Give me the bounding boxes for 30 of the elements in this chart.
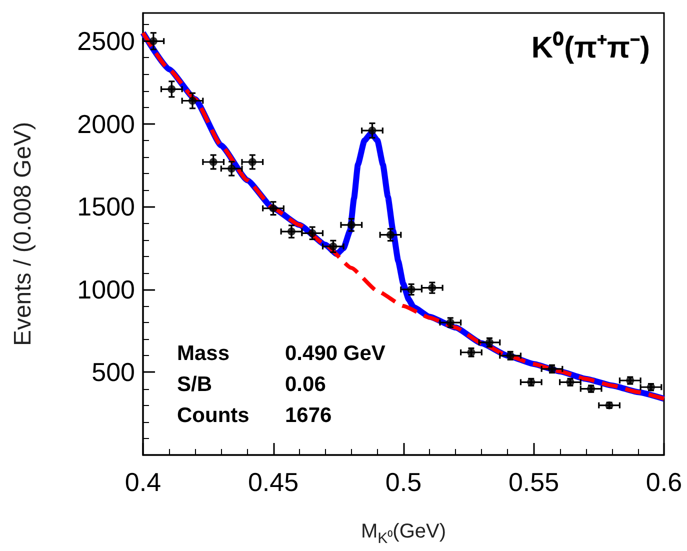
- point: [209, 158, 218, 166]
- x-tick-label: 0.4: [124, 467, 162, 497]
- point: [386, 230, 394, 239]
- point: [308, 229, 316, 238]
- y-tick-label: 500: [92, 357, 135, 388]
- point: [188, 96, 196, 105]
- text: K⁰(π⁺π⁻): [531, 30, 650, 64]
- x-tick-label: 0.5: [385, 467, 422, 497]
- point: [248, 158, 256, 166]
- x-tick-label: 0.6: [646, 467, 682, 497]
- x-tick-label: 0.55: [508, 467, 560, 497]
- y-tick-label: 1500: [77, 192, 135, 222]
- text: S/B 0.06: [177, 373, 326, 396]
- point: [287, 228, 296, 236]
- y-tick-label: 2000: [77, 108, 135, 139]
- point: [228, 164, 236, 173]
- x-tick-label: 0.45: [248, 467, 299, 497]
- point: [329, 242, 338, 250]
- text: Counts 1676: [177, 404, 332, 427]
- point: [428, 284, 436, 292]
- y-tick-label: 2500: [77, 26, 135, 56]
- point: [407, 285, 416, 294]
- y-axis-title: Events / (0.008 GeV): [10, 122, 36, 346]
- point: [347, 220, 356, 229]
- y-tick-label: 1000: [77, 274, 135, 304]
- text: Mass 0.490 GeV: [177, 342, 386, 365]
- point: [368, 126, 376, 135]
- point: [168, 85, 176, 94]
- point: [269, 204, 278, 212]
- point: [149, 37, 158, 46]
